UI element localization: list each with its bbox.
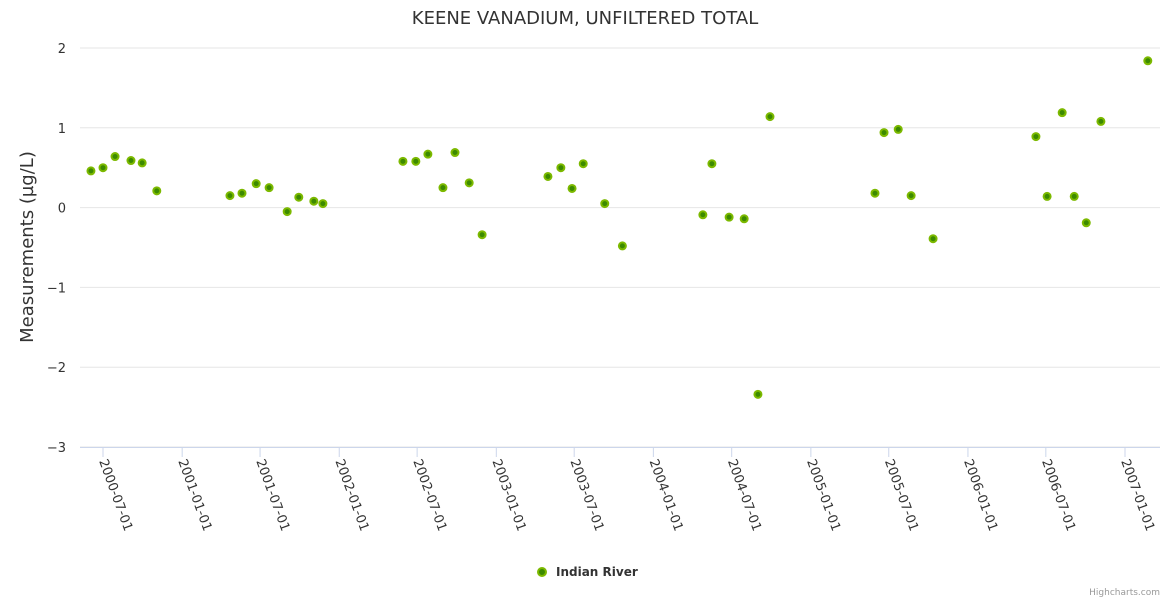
x-tick-label: 2006-01-01 bbox=[960, 457, 1000, 533]
data-point bbox=[600, 199, 610, 209]
y-tick-label: −1 bbox=[47, 281, 66, 296]
data-point bbox=[137, 158, 147, 168]
x-tick-label: 2007-01-01 bbox=[1117, 457, 1157, 533]
data-point bbox=[294, 192, 304, 202]
y-tick-label: 1 bbox=[58, 122, 66, 137]
x-tick-label: 2004-07-01 bbox=[724, 457, 764, 533]
data-point bbox=[1057, 108, 1067, 118]
data-point bbox=[1081, 218, 1091, 228]
chart-title: KEENE VANADIUM, UNFILTERED TOTAL bbox=[412, 8, 758, 29]
data-point bbox=[464, 178, 474, 188]
legend-item-indian-river[interactable]: Indian River bbox=[537, 565, 638, 579]
y-tick-label: 2 bbox=[58, 42, 66, 57]
data-point bbox=[126, 156, 136, 166]
data-point bbox=[893, 124, 903, 134]
credits-link[interactable]: Highcharts.com bbox=[1089, 588, 1160, 598]
data-point bbox=[86, 166, 96, 176]
x-tick-label: 2004-01-01 bbox=[646, 457, 686, 533]
data-point bbox=[870, 188, 880, 198]
x-tick-label: 2002-01-01 bbox=[331, 457, 371, 533]
x-tick-label: 2000-07-01 bbox=[95, 457, 135, 533]
y-tick-label: −3 bbox=[47, 441, 66, 456]
x-tick-label: 2003-01-01 bbox=[489, 457, 529, 533]
x-axis-ticks: 2000-07-01 2001-01-01 2001-07-01 2002-01-01… bbox=[95, 447, 1157, 533]
x-tick-label: 2005-07-01 bbox=[881, 457, 921, 533]
data-point bbox=[724, 212, 734, 222]
data-point bbox=[1069, 191, 1079, 201]
data-point bbox=[318, 199, 328, 209]
data-point bbox=[906, 191, 916, 201]
legend-label: Indian River bbox=[556, 565, 638, 579]
data-point bbox=[928, 234, 938, 244]
data-point bbox=[450, 148, 460, 158]
data-point bbox=[567, 183, 577, 193]
data-point bbox=[556, 163, 566, 173]
data-point bbox=[753, 389, 763, 399]
data-point bbox=[879, 128, 889, 138]
data-point bbox=[98, 163, 108, 173]
data-point bbox=[477, 230, 487, 240]
x-tick-label: 2006-07-01 bbox=[1038, 457, 1078, 533]
data-point bbox=[698, 210, 708, 220]
data-point bbox=[237, 188, 247, 198]
data-point bbox=[1042, 191, 1052, 201]
data-point bbox=[398, 156, 408, 166]
data-point bbox=[152, 186, 162, 196]
data-point bbox=[765, 112, 775, 122]
data-point bbox=[110, 152, 120, 162]
legend-marker bbox=[537, 567, 547, 577]
x-tick-label: 2005-01-01 bbox=[803, 457, 843, 533]
data-point bbox=[438, 183, 448, 193]
x-tick-label: 2001-07-01 bbox=[252, 457, 292, 533]
data-point bbox=[309, 196, 319, 206]
data-point bbox=[411, 156, 421, 166]
x-tick-label: 2001-01-01 bbox=[174, 457, 214, 533]
data-point bbox=[617, 241, 627, 251]
data-point bbox=[423, 149, 433, 159]
data-point bbox=[1096, 116, 1106, 126]
data-point bbox=[282, 207, 292, 217]
data-point bbox=[1031, 132, 1041, 142]
data-point bbox=[739, 214, 749, 224]
y-axis-title: Measurements (µg/L) bbox=[17, 151, 38, 343]
data-point bbox=[707, 159, 717, 169]
y-tick-label: 0 bbox=[58, 202, 66, 217]
x-tick-label: 2003-07-01 bbox=[566, 457, 606, 533]
y-tick-label: −2 bbox=[47, 361, 66, 376]
x-tick-label: 2002-07-01 bbox=[409, 457, 449, 533]
data-point bbox=[1143, 56, 1153, 66]
data-point bbox=[251, 179, 261, 189]
data-point bbox=[264, 183, 274, 193]
y-axis-ticks: 2 1 0 −1 −2 −3 bbox=[47, 42, 66, 456]
series-indian-river bbox=[86, 56, 1153, 399]
data-point bbox=[543, 171, 553, 181]
data-point bbox=[578, 159, 588, 169]
data-point bbox=[225, 191, 235, 201]
